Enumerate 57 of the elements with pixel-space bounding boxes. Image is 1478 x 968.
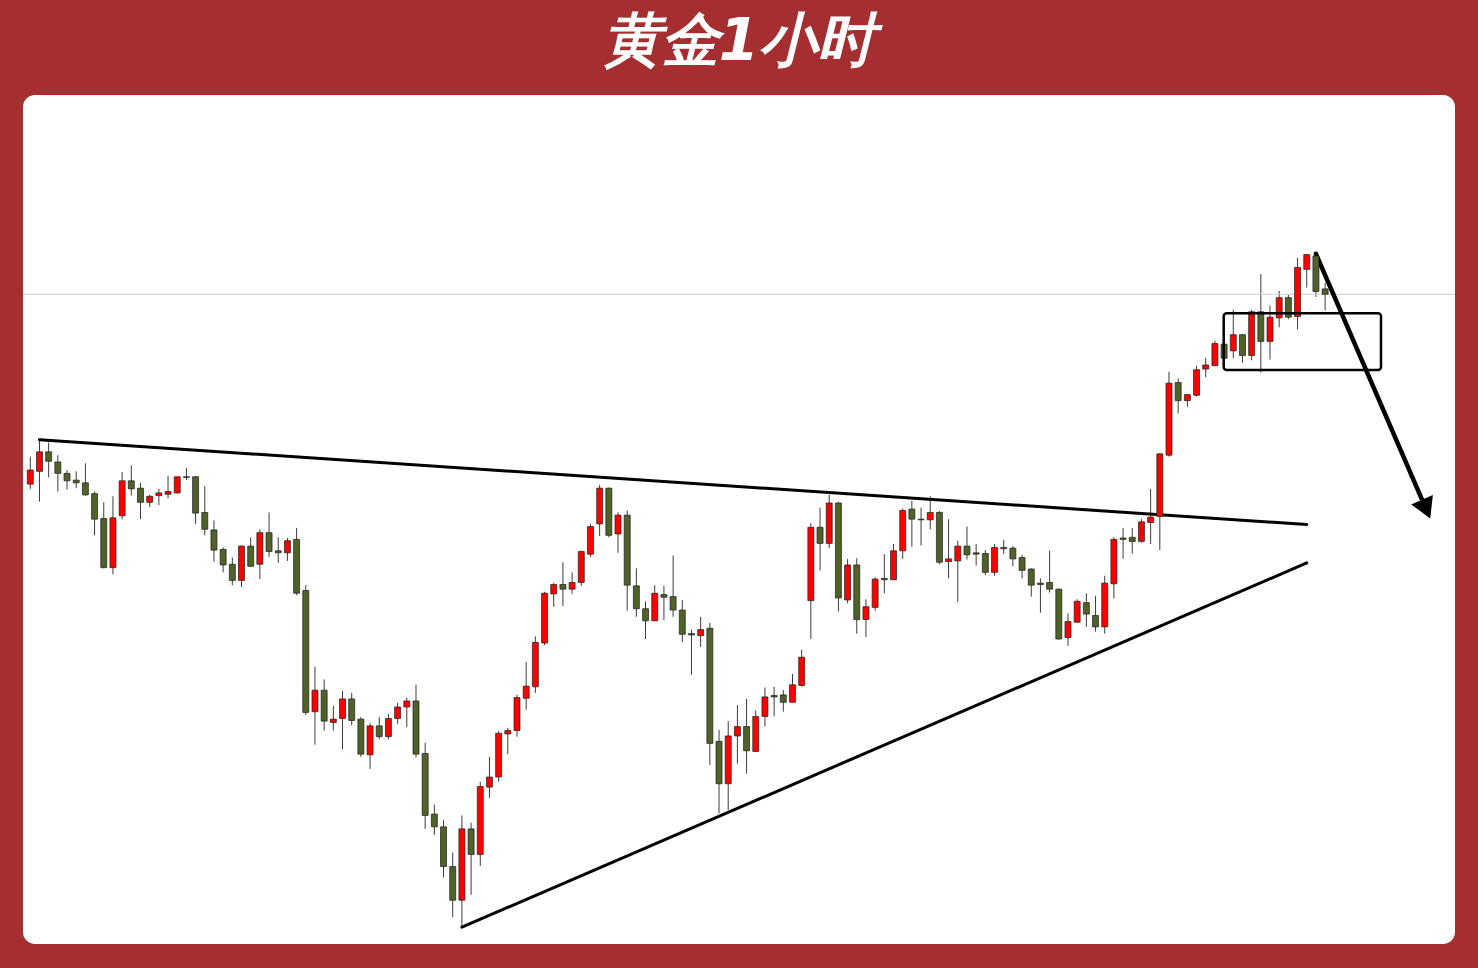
candlestick (486, 756, 493, 799)
candlestick (926, 495, 934, 530)
candlestick (228, 557, 236, 586)
candlestick (394, 702, 401, 725)
candlestick (385, 713, 392, 740)
candlestick (1138, 518, 1145, 544)
candlestick (274, 536, 282, 564)
candlestick (972, 543, 980, 567)
candlestick (945, 518, 952, 579)
candlestick (201, 485, 209, 536)
candlestick (375, 716, 383, 740)
candlestick (779, 689, 787, 713)
candlestick (26, 456, 34, 490)
candlestick (614, 511, 622, 554)
candlestick (329, 705, 337, 732)
candlestick (1073, 598, 1081, 624)
candlestick (697, 616, 705, 648)
candlestick (1092, 595, 1099, 633)
candlestick (311, 666, 319, 746)
candlestick (963, 526, 971, 561)
candlestick (880, 553, 888, 594)
candlestick (247, 536, 255, 568)
candlestick (1046, 550, 1053, 594)
candlestick (1064, 612, 1072, 647)
candlestick (45, 441, 53, 478)
candlestick (504, 727, 512, 755)
candlestick (348, 692, 356, 726)
candlestick (54, 454, 62, 493)
candlestick (789, 673, 796, 703)
candlestick (688, 629, 695, 676)
candlestick (1239, 333, 1246, 364)
candlestick (1128, 527, 1136, 554)
candlestick (1027, 567, 1035, 598)
candlestick (1083, 592, 1090, 628)
candlestick (431, 804, 438, 836)
candlestick (403, 697, 411, 728)
candlestick (1229, 309, 1237, 359)
candlestick (1303, 253, 1311, 289)
candlestick (284, 537, 291, 562)
candlestick (63, 469, 71, 491)
candlestick (1147, 488, 1154, 545)
candlestick (954, 540, 962, 603)
candlestick (137, 482, 144, 520)
candlestick (1174, 377, 1182, 414)
candlestick (522, 661, 530, 711)
candlestick (36, 439, 43, 503)
candlestick (734, 704, 741, 765)
candlestick (82, 462, 89, 497)
candlestick (981, 549, 989, 576)
candlestick (633, 567, 640, 618)
candlestick (1037, 577, 1044, 614)
candlestick (1202, 357, 1210, 378)
candlestick (127, 464, 135, 497)
candlestick (339, 690, 346, 750)
candlestick (642, 600, 649, 640)
candlestick (550, 582, 558, 608)
chart-title: 黄金1小时 (602, 6, 884, 74)
